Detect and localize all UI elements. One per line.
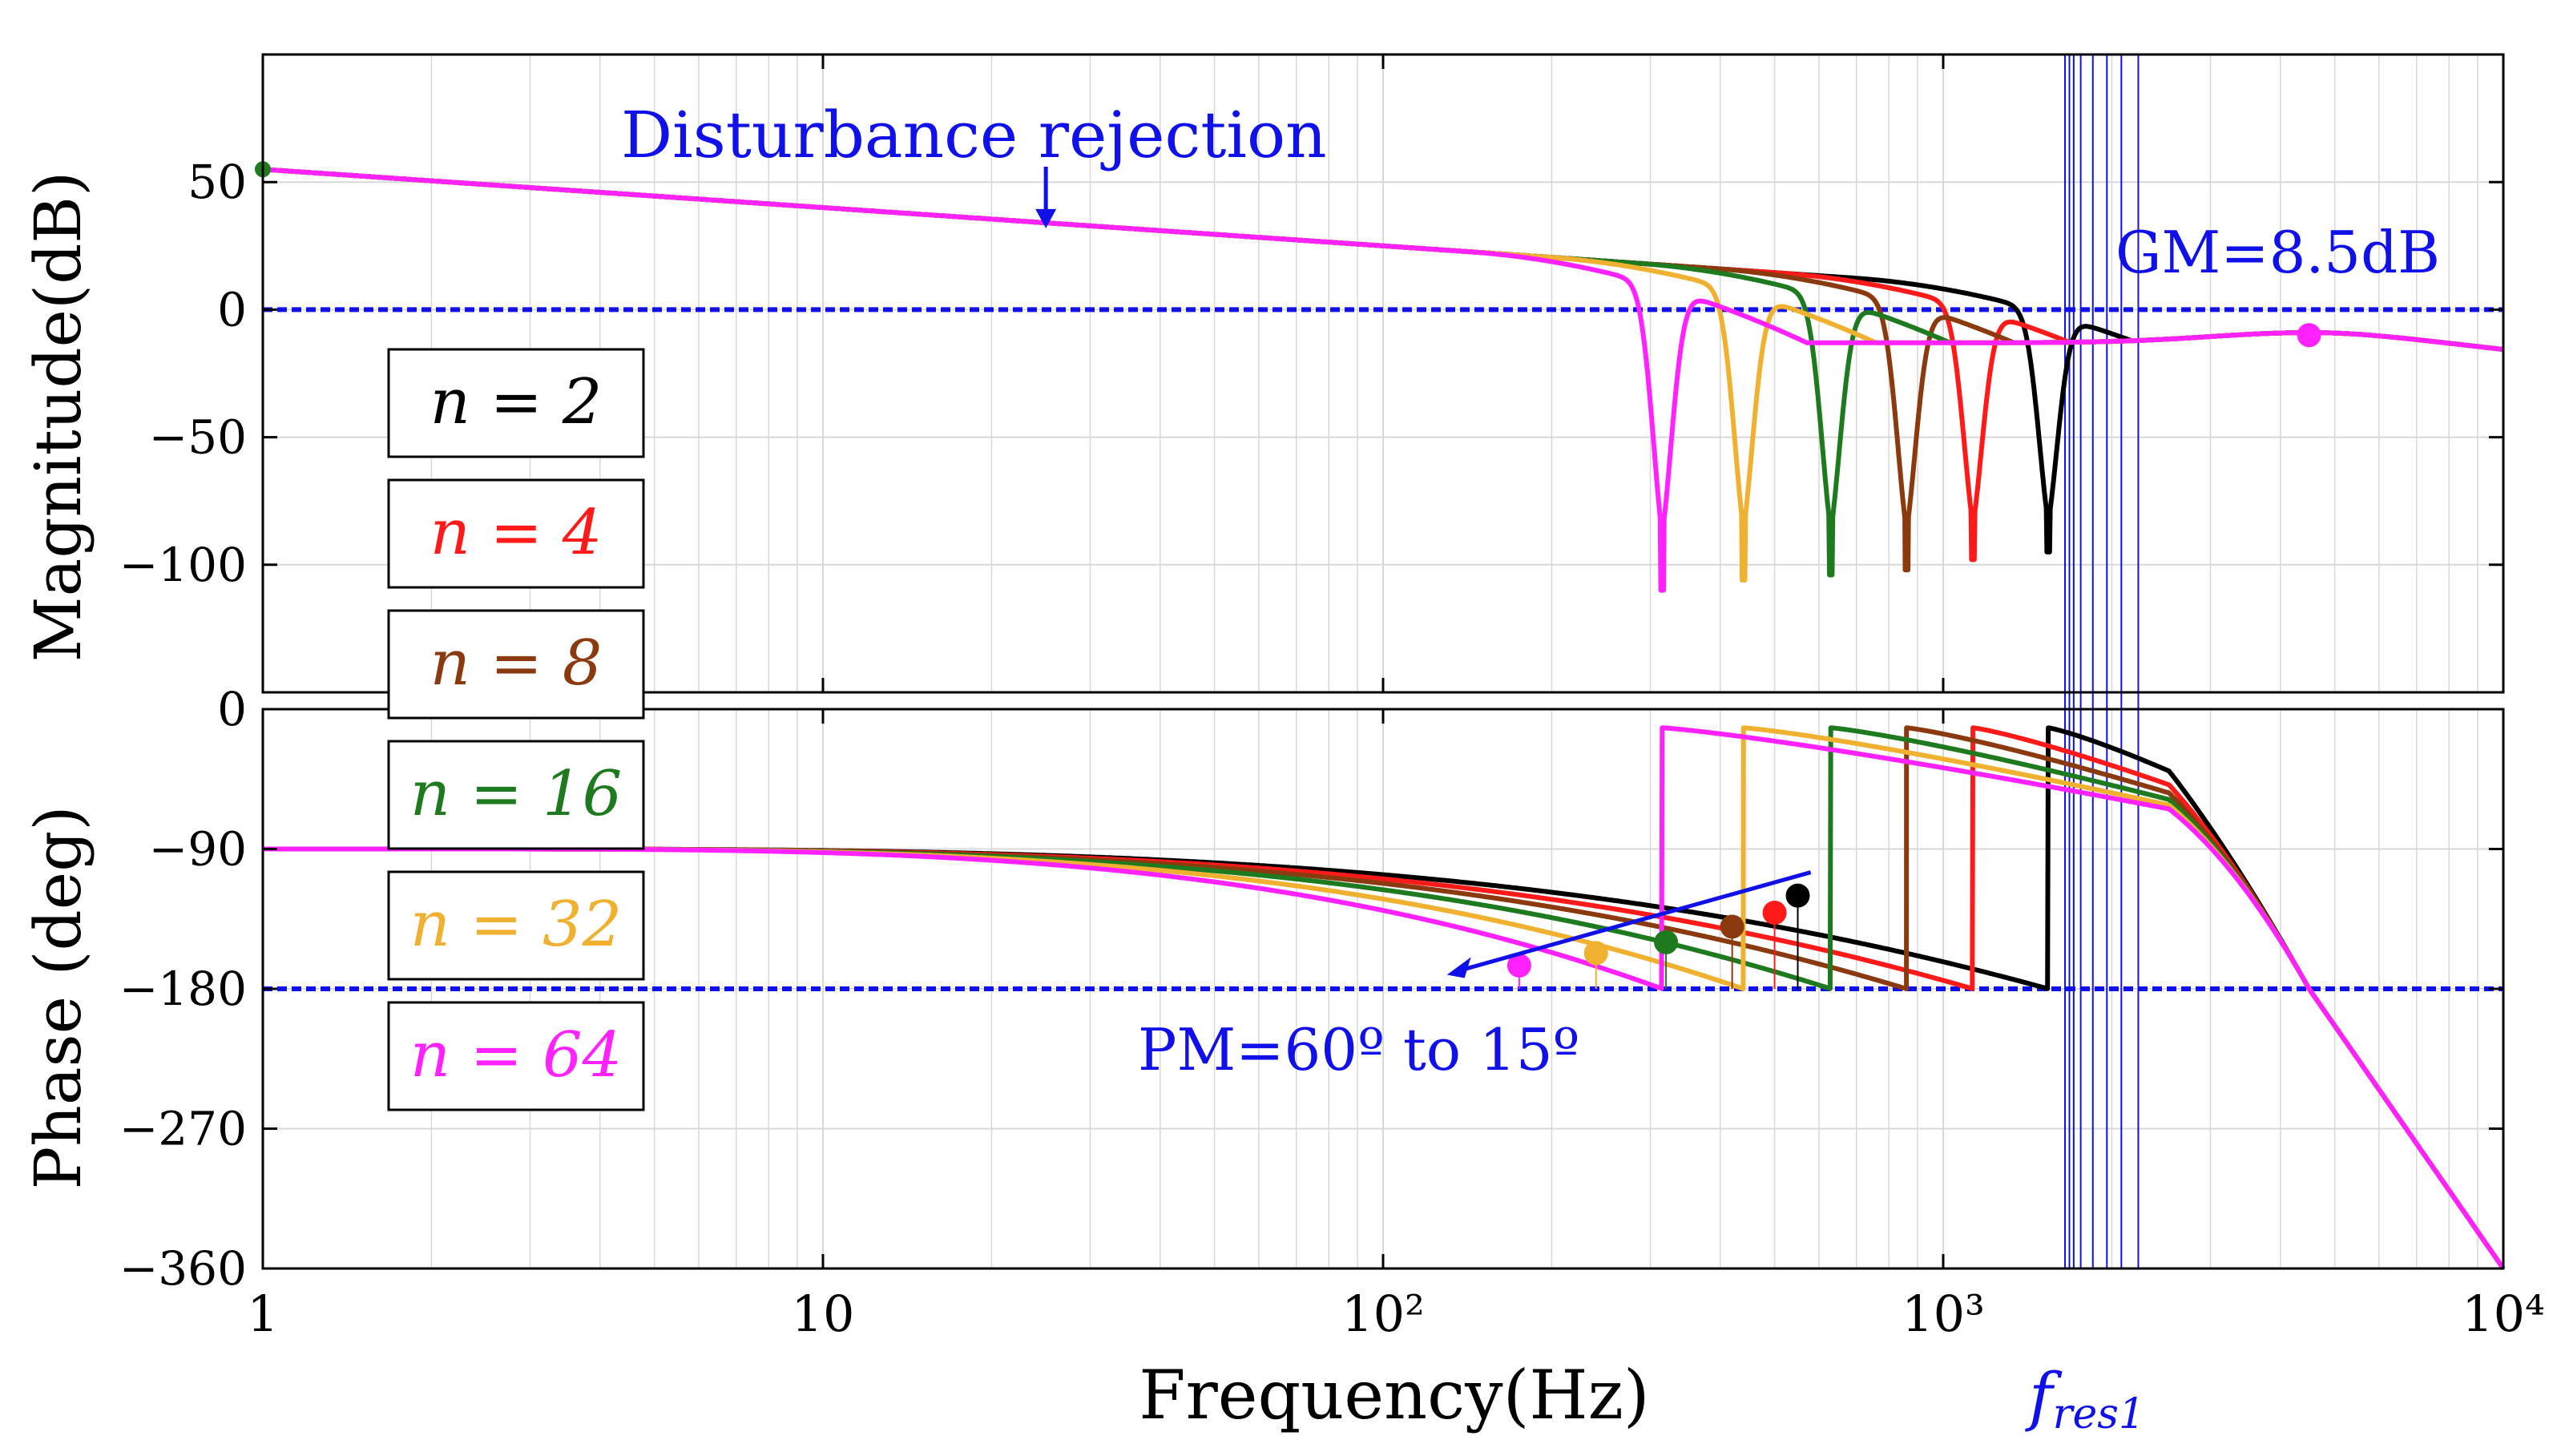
x-tick-label: 1 xyxy=(247,1285,278,1343)
legend-box-n16 xyxy=(387,740,645,850)
legend-box-n8 xyxy=(387,609,645,720)
pm-marker-n4 xyxy=(1762,900,1787,925)
legend-label-n32: n = 32 xyxy=(410,889,622,961)
legend-box-n2 xyxy=(387,348,645,458)
pm-marker-n2 xyxy=(1785,883,1810,908)
pm-marker-n16 xyxy=(1654,930,1679,954)
magnitude-y-axis-label: Magnitude(dB) xyxy=(21,171,95,663)
phase-y-tick-label: −90 xyxy=(149,822,247,877)
legend-label-n64: n = 64 xyxy=(410,1019,622,1091)
phase-margin-annotation: PM=60º to 15º xyxy=(1138,1016,1580,1083)
magnitude-y-tick-label: −100 xyxy=(119,538,247,592)
pm-arrow-line xyxy=(1460,870,1812,972)
disturbance-arrow-head xyxy=(1035,208,1057,228)
marker-layer xyxy=(255,161,2321,989)
reference-lines xyxy=(263,54,2503,1268)
tick-layer: 1 10 10² 10³ 10⁴ 50 0 −50 −100 0 −90 −180 −270 −360 xyxy=(119,54,2545,1343)
resonance-subscript: res1 xyxy=(2053,1390,2145,1438)
phase-y-tick-label: −180 xyxy=(119,962,247,1016)
gm-marker xyxy=(2297,323,2321,348)
curve-layer xyxy=(262,167,2506,1270)
legend-label-n2: n = 2 xyxy=(430,366,603,438)
disturbance-rejection-annotation: Disturbance rejection xyxy=(621,98,1327,172)
legend-label-n16: n = 16 xyxy=(410,758,622,830)
x-tick-label: 10⁴ xyxy=(2462,1285,2545,1343)
gain-margin-annotation: GM=8.5dB xyxy=(2115,219,2440,286)
phase-y-tick-label: 0 xyxy=(217,682,247,736)
phase-curve-n64 xyxy=(262,725,2506,1270)
pm-marker-n32 xyxy=(1583,941,1608,966)
phase-y-axis-label: Phase (deg) xyxy=(21,805,95,1189)
legend-box-n32 xyxy=(387,870,645,981)
pm-arrow-head xyxy=(1446,957,1471,978)
legend-box-n4 xyxy=(387,478,645,589)
legend-label-n4: n = 4 xyxy=(430,497,603,569)
magnitude-y-tick-label: 50 xyxy=(188,155,247,209)
phase-y-tick-label: −360 xyxy=(119,1241,247,1296)
magnitude-curve-n64 xyxy=(262,167,2504,593)
phase-y-tick-label: −270 xyxy=(119,1102,247,1156)
legend-box-n64 xyxy=(387,1001,645,1111)
pm-marker-n8 xyxy=(1720,914,1744,939)
legend: n = 2 n = 4 n = 8 n = 16 n = 32 n = 64 xyxy=(387,348,645,1111)
x-tick-label: 10³ xyxy=(1902,1285,1985,1343)
pm-marker-n64 xyxy=(1506,953,1531,978)
x-tick-label: 10² xyxy=(1341,1285,1425,1343)
x-axis-label: Frequency(Hz) xyxy=(1139,1356,1649,1434)
magnitude-y-tick-label: 0 xyxy=(217,282,247,337)
resonance-frequency-label: fres1 xyxy=(2025,1359,2145,1438)
x-tick-label: 10 xyxy=(792,1285,855,1343)
legend-label-n8: n = 8 xyxy=(430,627,603,700)
magnitude-y-tick-label: −50 xyxy=(149,410,247,465)
